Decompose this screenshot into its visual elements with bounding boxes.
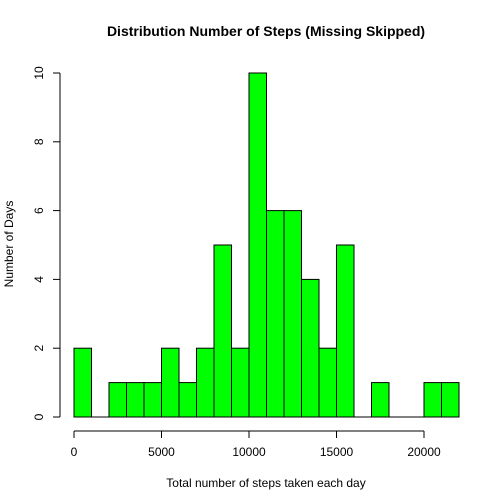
- x-tick-label: 20000: [407, 445, 441, 459]
- histogram-bar: [196, 347, 215, 418]
- histogram-bar: [126, 382, 145, 418]
- x-tick-label: 15000: [320, 445, 354, 459]
- histogram-bar: [178, 382, 197, 418]
- y-axis-label: Number of Days: [2, 201, 16, 288]
- histogram-bar: [423, 382, 442, 418]
- histogram-bar: [248, 72, 267, 418]
- histogram-bar: [161, 347, 180, 418]
- y-tick-label: 8: [32, 138, 46, 145]
- histogram-bar: [336, 244, 355, 418]
- histogram-bar: [73, 347, 92, 418]
- y-tick-label: 10: [32, 66, 46, 80]
- histogram-bar: [231, 347, 250, 418]
- x-axis-label: Total number of steps taken each day: [166, 476, 365, 490]
- histogram-bar: [318, 347, 337, 418]
- histogram-bar: [441, 382, 460, 418]
- bars-group: [73, 72, 460, 418]
- histogram-bar: [266, 210, 285, 418]
- y-tick-label: 0: [32, 413, 46, 420]
- y-tick-label: 6: [32, 207, 46, 214]
- x-tick-label: 10000: [232, 445, 266, 459]
- x-tick-label: 0: [71, 445, 78, 459]
- histogram-bar: [143, 382, 162, 418]
- x-axis: 0 5000 10000 15000 20000: [71, 430, 441, 459]
- chart-title: Distribution Number of Steps (Missing Sk…: [107, 23, 425, 39]
- histogram-bar: [283, 210, 302, 418]
- y-tick-label: 2: [32, 345, 46, 352]
- histogram-bar: [213, 244, 232, 418]
- histogram-bar: [108, 382, 127, 418]
- histogram-bar: [301, 278, 320, 418]
- histogram-bar: [371, 382, 390, 418]
- y-axis: 0 2 4 6 8 10: [32, 66, 61, 420]
- y-tick-label: 4: [32, 276, 46, 283]
- x-tick-label: 5000: [148, 445, 175, 459]
